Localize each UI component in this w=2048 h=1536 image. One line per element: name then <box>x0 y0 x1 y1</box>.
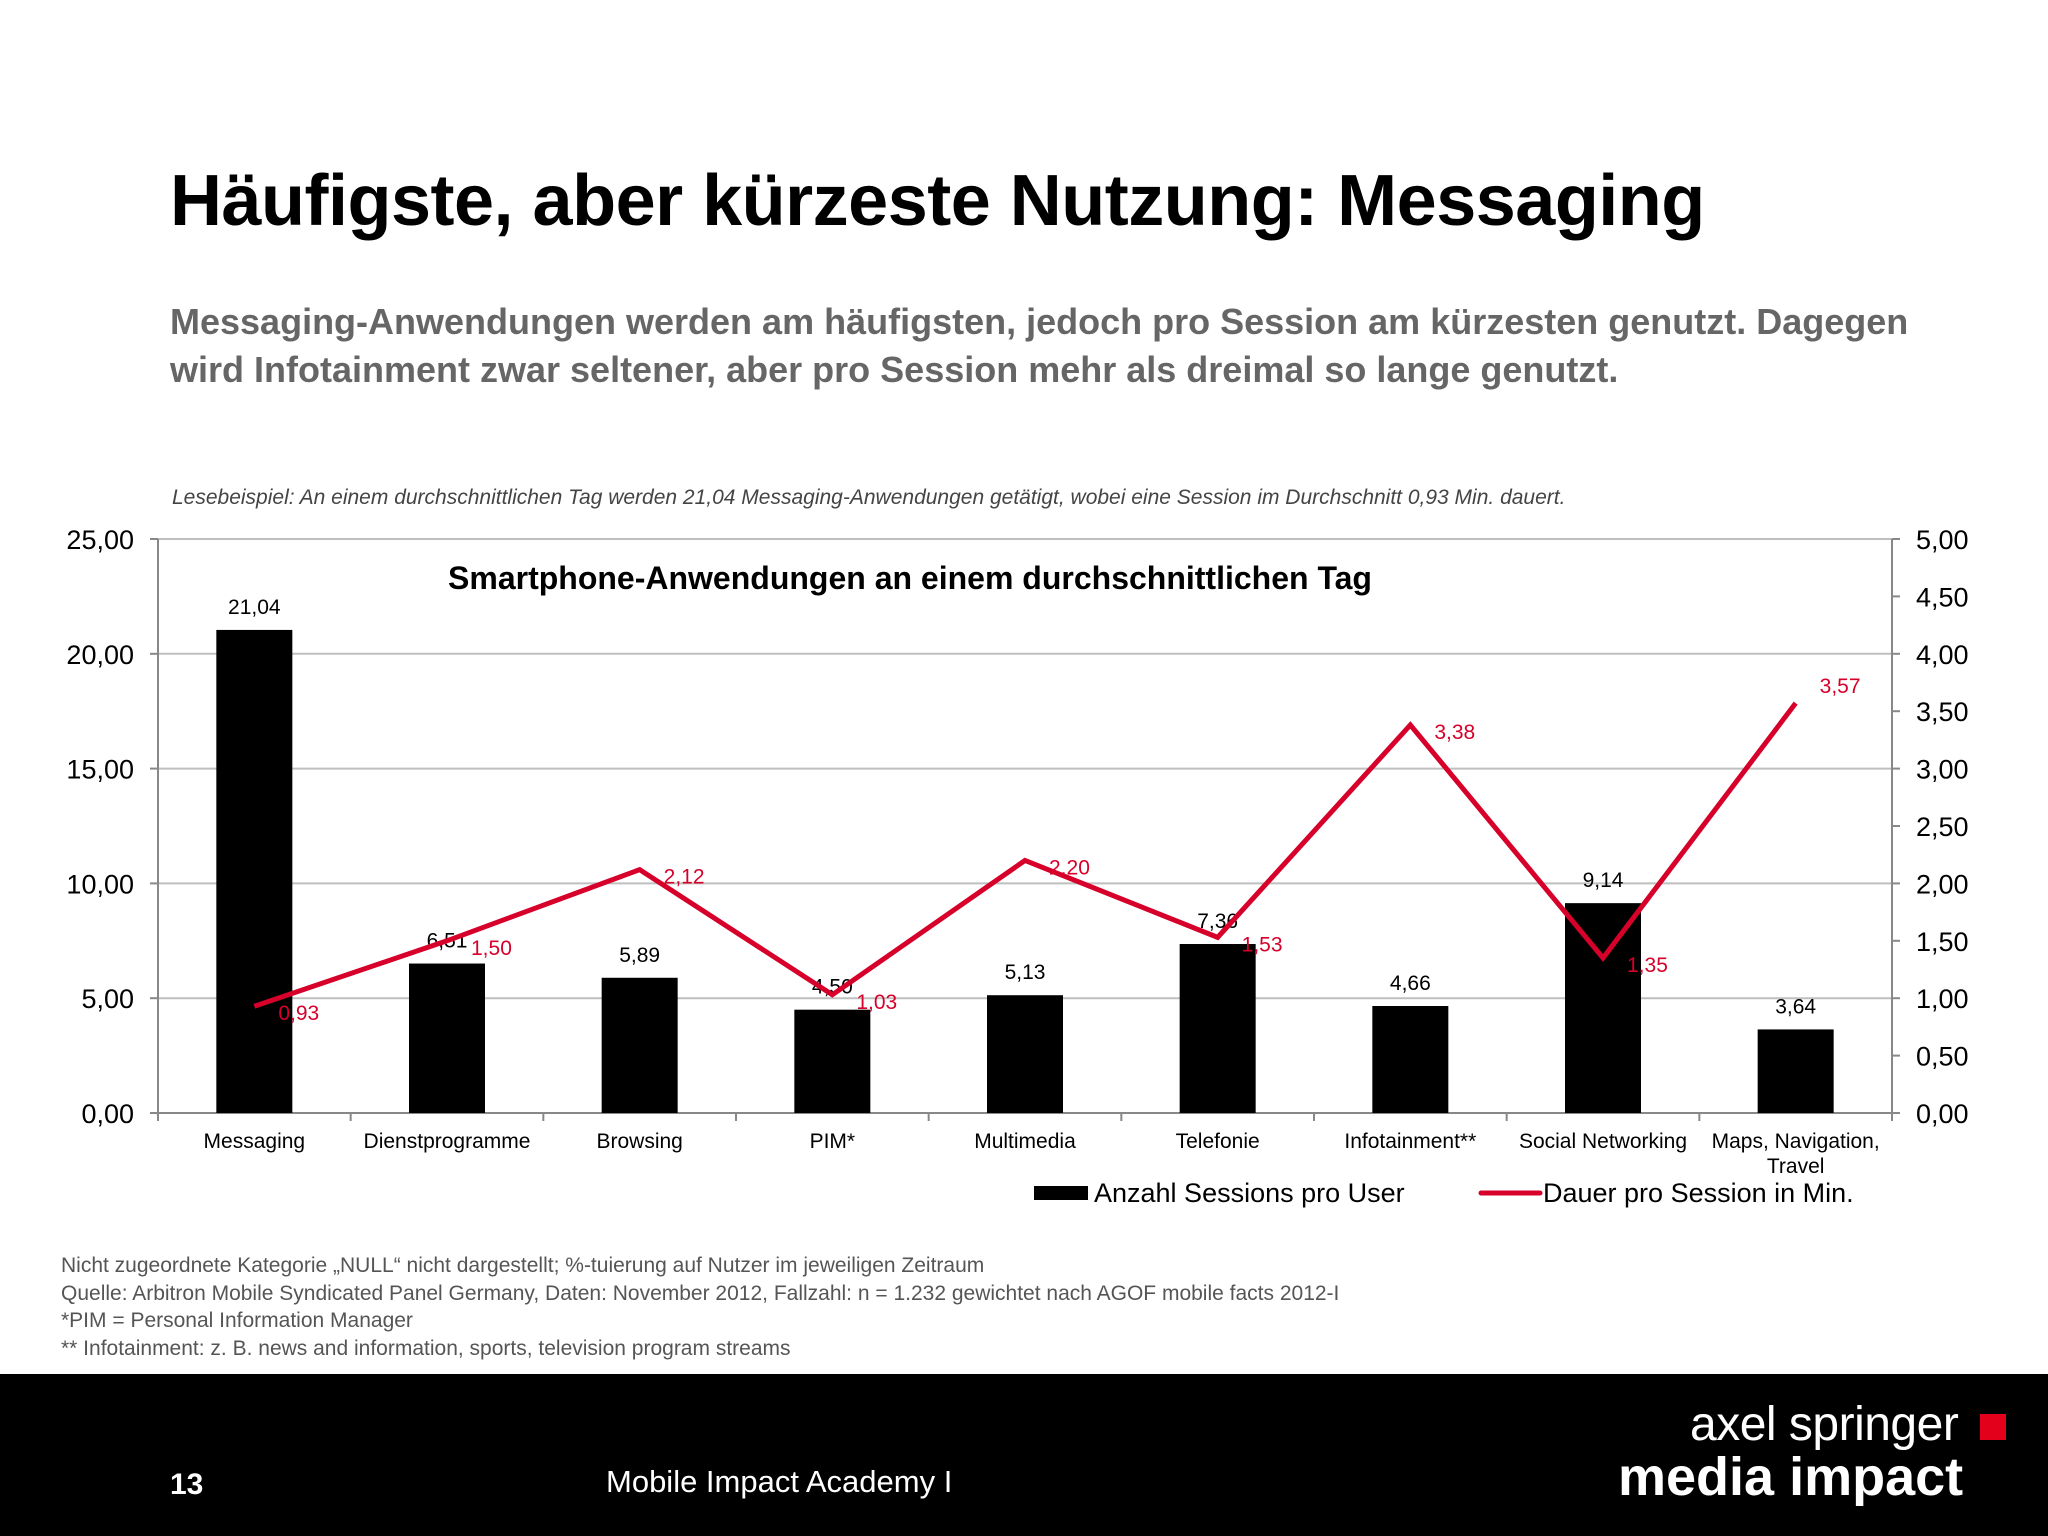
reading-example: Lesebeispiel: An einem durchschnittliche… <box>172 486 1566 509</box>
legend-bar-swatch-icon <box>1034 1186 1088 1200</box>
event-name: Mobile Impact Academy I <box>606 1464 953 1499</box>
category-label: Travel <box>1767 1155 1825 1178</box>
right-axis-label: 2,50 <box>1916 812 1969 842</box>
bar <box>1565 903 1641 1113</box>
bar-value-label: 4,50 <box>812 976 853 999</box>
line-value-label: 1,35 <box>1627 954 1668 977</box>
line-value-label: 0,93 <box>278 1002 319 1025</box>
bar <box>1179 944 1256 1113</box>
legend-line-label: Dauer pro Session in Min. <box>1543 1178 1854 1208</box>
line-value-label: 3,38 <box>1434 721 1475 744</box>
right-axis-label: 0,50 <box>1916 1042 1969 1072</box>
slide-title: Häufigste, aber kürzeste Nutzung: Messag… <box>170 161 1705 241</box>
legend-bar-label: Anzahl Sessions pro User <box>1094 1178 1405 1208</box>
right-axis-label: 5,00 <box>1916 525 1969 555</box>
bar-value-label: 5,89 <box>619 944 660 967</box>
line-value-label: 1,53 <box>1242 933 1283 956</box>
bar-value-label: 3,64 <box>1775 995 1816 1018</box>
bar <box>409 963 485 1113</box>
bar-value-label: 4,66 <box>1390 972 1431 995</box>
right-axis-label: 2,00 <box>1916 869 1969 899</box>
bar <box>794 1009 871 1113</box>
bar <box>1372 1006 1449 1113</box>
footnote-infotainment: ** Infotainment: z. B. news and informat… <box>61 1336 791 1360</box>
footnote-source: Quelle: Arbitron Mobile Syndicated Panel… <box>61 1281 1340 1305</box>
right-axis-label: 0,00 <box>1916 1099 1969 1129</box>
duration-line <box>253 701 1798 1009</box>
bar-value-label: 9,14 <box>1583 869 1624 892</box>
left-axis-label: 15,00 <box>66 755 134 785</box>
right-axis-label: 1,50 <box>1916 927 1969 957</box>
category-label: Browsing <box>596 1130 682 1153</box>
line-value-label: 2,20 <box>1049 856 1090 879</box>
logo-red-square-icon <box>1980 1414 2006 1440</box>
footnote-null-category: Nicht zugeordnete Kategorie „NULL“ nicht… <box>61 1254 985 1277</box>
footnotes: Nicht zugeordnete Kategorie „NULL“ nicht… <box>61 1252 1339 1362</box>
chart-canvas: 0,00 5,00 10,00 15,00 20,00 25,00 0,00 0,50 1,00… <box>66 525 1969 1208</box>
bar <box>601 977 678 1113</box>
left-axis-label: 0,00 <box>81 1099 134 1129</box>
left-axis-label: 10,00 <box>66 869 134 899</box>
line-value-label: 1,03 <box>856 991 897 1014</box>
right-axis-label: 4,50 <box>1916 582 1969 612</box>
page-number: 13 <box>170 1468 204 1501</box>
right-axis-label: 3,50 <box>1916 697 1969 727</box>
line-value-label: 2,12 <box>664 866 705 889</box>
category-label: Dienstprogramme <box>364 1130 531 1153</box>
bar-value-label: 5,13 <box>1005 961 1046 984</box>
combo-chart: 0,00 5,00 10,00 15,00 20,00 25,00 0,00 0,50 1,00… <box>0 520 2048 1240</box>
slide-subtitle: Messaging-Anwendungen werden am häufigst… <box>170 301 1909 390</box>
left-axis-label: 5,00 <box>81 984 134 1014</box>
line-value-label: 3,57 <box>1820 675 1861 698</box>
logo-axel-springer: axel springer <box>1690 1398 1959 1451</box>
right-axis-label: 3,00 <box>1916 755 1969 785</box>
bar <box>987 995 1063 1113</box>
category-label: PIM* <box>810 1130 856 1153</box>
bar <box>216 629 293 1113</box>
right-axis-label: 4,00 <box>1916 640 1969 670</box>
category-label: Social Networking <box>1519 1130 1687 1153</box>
line-value-label: 1,50 <box>471 937 512 960</box>
category-label: Infotainment** <box>1344 1130 1476 1153</box>
category-label: Multimedia <box>974 1130 1076 1153</box>
bar-value-label: 21,04 <box>228 596 281 619</box>
footer-bar <box>0 1374 2048 1536</box>
chart-title: Smartphone-Anwendungen an einem durchsch… <box>448 560 1372 596</box>
category-label: Telefonie <box>1176 1130 1260 1153</box>
bar <box>1757 1029 1834 1113</box>
logo-media-impact: media impact <box>1618 1447 1964 1507</box>
right-axis-label: 1,00 <box>1916 984 1969 1014</box>
left-axis-label: 20,00 <box>66 640 134 670</box>
category-label: Maps, Navigation, <box>1712 1130 1880 1153</box>
left-axis-label: 25,00 <box>66 525 134 555</box>
category-label: Messaging <box>204 1130 306 1153</box>
footnote-pim: *PIM = Personal Information Manager <box>61 1309 413 1332</box>
